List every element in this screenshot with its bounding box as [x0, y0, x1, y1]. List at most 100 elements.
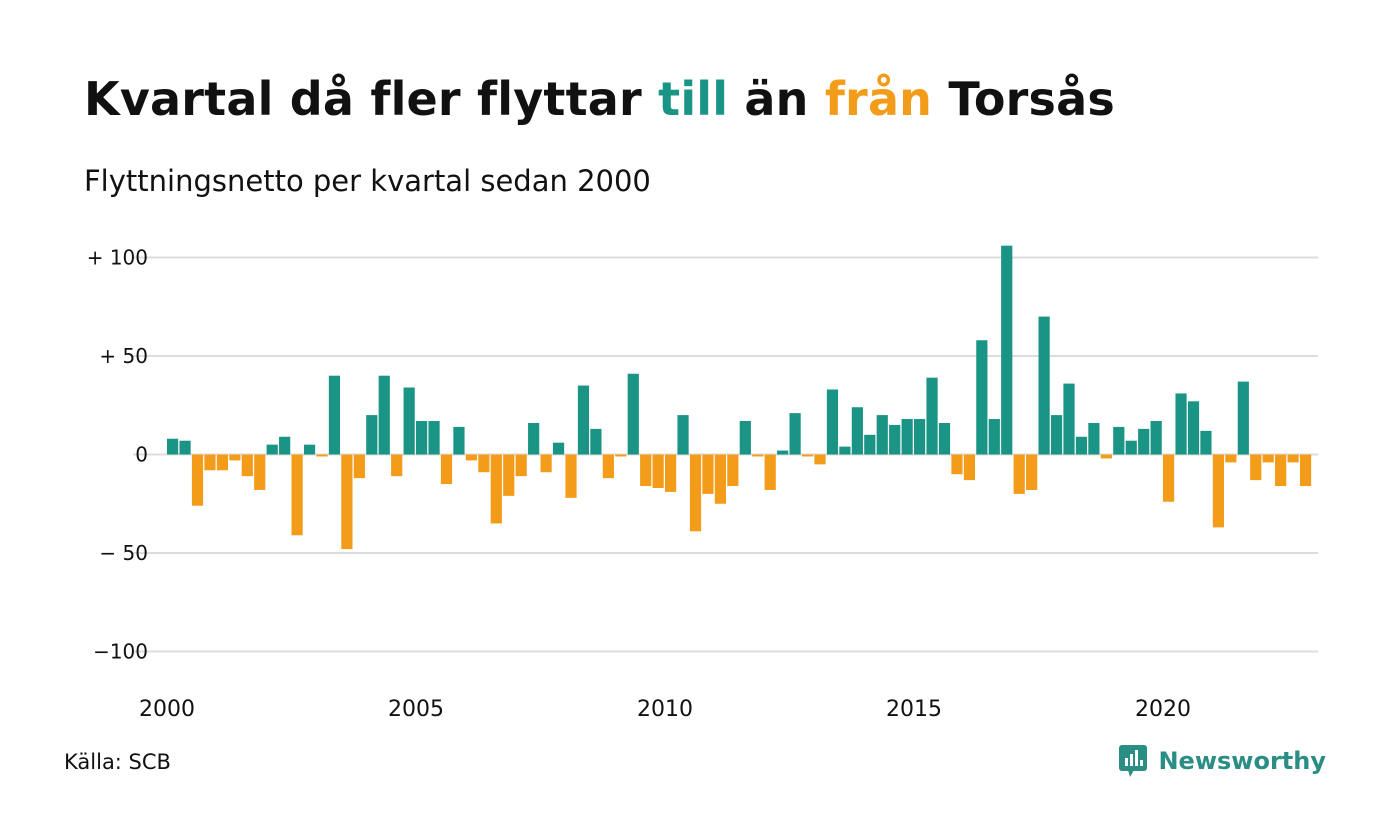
bar — [714, 454, 726, 504]
title-part-2: än — [728, 72, 825, 126]
bar — [291, 454, 303, 536]
bar — [1013, 454, 1025, 494]
bar — [378, 375, 390, 455]
bar — [179, 440, 191, 455]
brand-logo: Newsworthy — [1118, 744, 1326, 778]
y-axis: + 100 + 50 0 − 50 −100 — [87, 246, 148, 664]
bar — [665, 454, 677, 492]
y-tick-label: + 50 — [99, 344, 148, 368]
bar — [503, 454, 515, 496]
bar — [1100, 454, 1112, 459]
y-tick-label: −100 — [93, 640, 148, 664]
bar — [1225, 454, 1237, 463]
bar — [1299, 454, 1312, 487]
bar — [204, 454, 216, 471]
bar — [229, 454, 241, 461]
title-part-1: Kvartal då fler flyttar — [84, 72, 659, 126]
x-tick-label: 2000 — [139, 697, 195, 722]
bar — [167, 438, 179, 455]
chart-title: Kvartal då fler flyttar till än från Tor… — [84, 72, 1115, 126]
bar — [1026, 454, 1038, 490]
bar — [241, 454, 253, 477]
x-tick-label: 2005 — [388, 697, 444, 722]
bar — [851, 407, 863, 455]
bar — [328, 375, 341, 455]
bar — [1262, 454, 1274, 463]
bar — [1075, 436, 1088, 455]
bar — [1050, 415, 1063, 455]
bar — [777, 450, 789, 455]
bar — [1250, 454, 1262, 481]
bar — [839, 446, 851, 455]
bar — [1038, 316, 1050, 455]
bar — [1287, 454, 1299, 463]
bar — [316, 454, 328, 457]
bar — [801, 454, 814, 457]
bar — [191, 454, 204, 506]
x-tick-label: 2010 — [637, 697, 693, 722]
bar — [677, 415, 689, 455]
bar — [1088, 422, 1100, 455]
bar — [976, 340, 988, 455]
y-tick-label: 0 — [135, 443, 148, 467]
bar — [254, 454, 266, 490]
bar — [615, 454, 627, 457]
bar — [727, 454, 739, 487]
bar — [515, 454, 527, 477]
bar — [864, 434, 876, 455]
y-tick-label: − 50 — [99, 541, 148, 565]
bar — [739, 421, 751, 455]
bar — [988, 419, 1000, 455]
bar — [565, 454, 577, 498]
bar — [341, 454, 353, 550]
x-tick-label: 2020 — [1135, 697, 1191, 722]
bar — [789, 413, 801, 455]
bar — [627, 373, 639, 455]
y-tick-label: + 100 — [87, 246, 148, 270]
bar — [1001, 245, 1013, 455]
x-axis: 2000 2005 2010 2015 2020 — [139, 697, 1191, 722]
newsworthy-logo-icon — [1119, 745, 1148, 777]
bar — [465, 454, 477, 461]
bar — [478, 454, 490, 473]
bar — [552, 442, 565, 455]
bar — [764, 454, 776, 490]
bar — [540, 454, 552, 473]
bar — [1237, 381, 1249, 455]
bar — [216, 454, 228, 471]
bar — [391, 454, 403, 477]
bar — [951, 454, 963, 475]
bar — [914, 419, 926, 455]
source-note: Källa: SCB — [64, 750, 171, 774]
bar — [1125, 440, 1137, 455]
title-fran: från — [824, 72, 933, 126]
bar — [652, 454, 664, 488]
chart-subtitle: Flyttningsnetto per kvartal sedan 2000 — [84, 164, 651, 198]
x-tick-label: 2015 — [886, 697, 942, 722]
bar — [416, 421, 428, 455]
title-till: till — [658, 72, 729, 126]
bar — [590, 428, 602, 455]
bar — [1150, 421, 1162, 455]
bar — [876, 415, 888, 455]
bar — [1063, 383, 1075, 455]
bar — [353, 454, 365, 479]
bar — [1275, 454, 1287, 487]
bar — [1138, 428, 1150, 455]
bar — [266, 444, 278, 455]
bar — [366, 415, 378, 455]
bar — [577, 385, 590, 455]
bar — [640, 454, 652, 487]
bar — [490, 454, 502, 524]
bar — [826, 389, 839, 455]
bar — [938, 422, 951, 455]
bar — [1113, 426, 1125, 455]
title-part-3: Torsås — [932, 72, 1115, 126]
brand-name: Newsworthy — [1158, 747, 1326, 775]
bar — [428, 421, 440, 455]
bar — [963, 454, 975, 481]
bar — [440, 454, 453, 485]
bar-layer — [167, 245, 1312, 550]
bar-chart: + 100 + 50 0 − 50 −100 2000 2005 2010 2015 2020 — [87, 245, 1318, 722]
bar — [752, 454, 764, 457]
